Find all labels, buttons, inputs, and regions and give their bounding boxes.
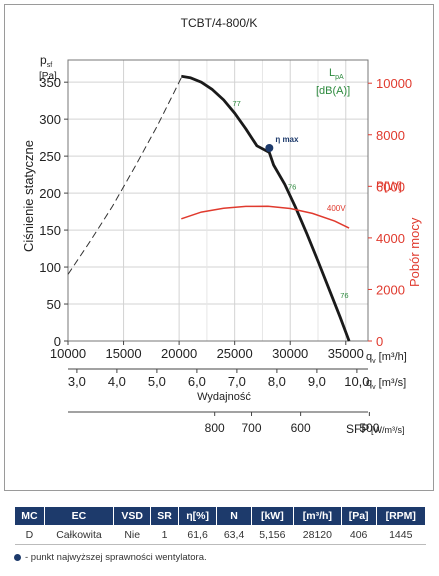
table-cell: D [14, 525, 45, 545]
x2-tick-label: 10,0 [344, 374, 369, 389]
table-header-cell: η[%] [177, 506, 218, 526]
table-header-cell: MC [14, 506, 45, 526]
x-axis-unit: qv [m³/h] [366, 351, 407, 365]
table-header-cell: EC [43, 506, 115, 526]
table-header-cell: VSD [113, 506, 152, 526]
x2-tick-label: 5,0 [148, 374, 166, 389]
right-tick-label: 8000 [376, 128, 405, 143]
left-tick-label: 150 [39, 223, 61, 238]
table-cell: 1445 [376, 525, 426, 545]
table-header-cell: [m³/h] [293, 506, 342, 526]
table-cell: Nie [113, 525, 151, 545]
left-tick-label: 0 [54, 334, 61, 349]
lpa-unit: [dB(A)] [316, 85, 350, 97]
x2-tick-label: 9,0 [308, 374, 326, 389]
left-axis-label: Ciśnienie statyczne [21, 140, 36, 252]
x2-tick-label: 7,0 [228, 374, 246, 389]
x2-tick-label: 6,0 [188, 374, 206, 389]
spec-table: MC EC VSD SR η[%] N [kW] [m³/h] [Pa] [RPM] D Całko… [14, 506, 427, 545]
power-curve-label: 400V [327, 204, 346, 213]
table-cell: 1 [150, 525, 179, 545]
x-tick-label: 30000 [272, 346, 308, 361]
sfp-label: SFP [346, 422, 369, 436]
table-cell: 63,4 [216, 525, 252, 545]
x2-axis-unit: qv [m³/s] [366, 377, 406, 391]
x-axis-label: Wydajność [197, 391, 251, 403]
right-tick-label: 0 [376, 334, 383, 349]
table-header-cell: [RPM] [375, 506, 427, 526]
tick-labels: 0 50 100 150 200 250 300 350 0 2000 4000 6000 8000 10… [39, 75, 412, 435]
table-cell: 28120 [293, 525, 342, 545]
unstable-pressure-line [67, 77, 182, 275]
sfp-tick-label: 500 [359, 421, 379, 435]
right-axis-label: Pobór mocy [407, 217, 422, 287]
right-tick-label: 4000 [376, 231, 405, 246]
series [67, 74, 351, 342]
plot-area [67, 59, 369, 342]
eta-point-icon [14, 553, 21, 561]
x2-tick-label: 3,0 [68, 374, 86, 389]
fan-performance-chart: 0 50 100 150 200 250 300 350 0 2000 4000 6000 8000 10… [21, 16, 422, 436]
left-tick-label: 350 [39, 75, 61, 90]
left-axis-unit: psf [40, 53, 52, 69]
chart-title: TCBT/4-800/K [181, 16, 258, 30]
left-axis-bracket: [Pa] [39, 71, 57, 82]
left-tick-label: 300 [39, 112, 61, 127]
chart-frame [4, 4, 434, 491]
x2-tick-label: 8,0 [268, 374, 286, 389]
x-tick-label: 15000 [105, 346, 141, 361]
left-tick-label: 100 [39, 260, 61, 275]
table-header-cell: SR [150, 506, 179, 526]
pressure-curve [181, 74, 351, 342]
right-axis-unit: P[W] [376, 179, 402, 193]
table-cell: 406 [341, 525, 377, 545]
sfp-tick-label: 800 [205, 421, 225, 435]
sfp-tick-label: 700 [242, 421, 262, 435]
table-header-cell: [kW] [250, 506, 295, 526]
table-header-cell: [Pa] [340, 506, 377, 526]
left-tick-label: 250 [39, 149, 61, 164]
right-tick-label: 2000 [376, 282, 405, 297]
db-label: 77 [232, 99, 240, 108]
sfp-tick-label: 600 [291, 421, 311, 435]
db-label: 76 [288, 182, 296, 191]
lpa-label: LpA [329, 67, 344, 81]
x2-tick-label: 4,0 [108, 374, 126, 389]
power-curve [181, 205, 350, 229]
table-cell: 5,156 [251, 525, 294, 545]
db-label: 76 [340, 291, 348, 300]
chart-labels: η max 77 76 76 400V TCBT/4-800/K psf [Pa] Ciśnie… [21, 16, 422, 436]
x-tick-label: 25000 [217, 346, 253, 361]
right-tick-label: 6000 [376, 179, 405, 194]
x-tick-label: 35000 [328, 346, 364, 361]
table-header-cell: N [216, 506, 252, 526]
left-tick-label: 200 [39, 186, 61, 201]
sfp-unit: [W/m³/s] [371, 425, 405, 435]
table-cell: Całkowita [44, 525, 114, 545]
eta-max-label: η max [275, 135, 299, 144]
right-tick-label: 10000 [376, 76, 412, 91]
axes [64, 59, 372, 416]
grid [67, 60, 368, 342]
footnote-text: - punkt najwyższej sprawności wentylator… [25, 552, 207, 563]
x-tick-label: 10000 [50, 346, 86, 361]
table-cell: 61,6 [178, 525, 217, 545]
footnote: - punkt najwyższej sprawności wentylator… [14, 552, 207, 563]
table-header-row: MC EC VSD SR η[%] N [kW] [m³/h] [Pa] [RPM] [14, 506, 427, 526]
left-tick-label: 50 [47, 297, 61, 312]
eta-max-point [265, 143, 274, 152]
table-row: D Całkowita Nie 1 61,6 63,4 5,156 28120 406 1445 [14, 525, 426, 545]
x-tick-label: 20000 [161, 346, 197, 361]
